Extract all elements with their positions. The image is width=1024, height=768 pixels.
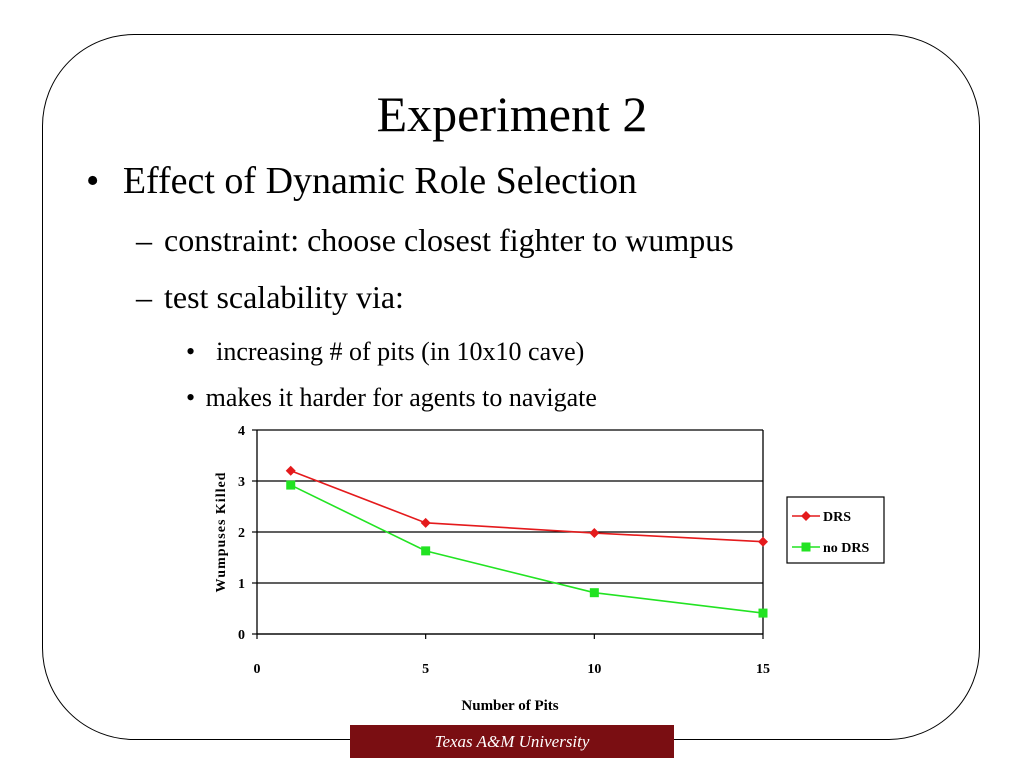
bullet-level1: • Effect of Dynamic Role Selection bbox=[86, 158, 637, 204]
x-tick-label: 0 bbox=[254, 662, 261, 677]
bullet-text: constraint: choose closest fighter to wu… bbox=[164, 222, 734, 258]
x-tick-label: 5 bbox=[422, 662, 429, 677]
series-line bbox=[290, 484, 764, 614]
series-line bbox=[290, 470, 764, 543]
bullet-marker: • bbox=[186, 337, 196, 366]
data-point-no-drs bbox=[758, 608, 768, 618]
y-tick-label: 4 bbox=[238, 424, 245, 439]
y-tick-label: 2 bbox=[238, 526, 245, 541]
legend-label: no DRS bbox=[823, 541, 870, 556]
y-tick-label: 1 bbox=[238, 577, 245, 592]
legend-label: DRS bbox=[823, 510, 851, 525]
bullet-marker: • bbox=[186, 383, 196, 412]
bullet-level2: – constraint: choose closest fighter to … bbox=[136, 220, 734, 260]
legend-marker bbox=[801, 511, 811, 521]
x-tick-label: 15 bbox=[756, 662, 770, 677]
bullet-text: test scalability via: bbox=[164, 279, 404, 315]
bullet-level3: • makes it harder for agents to navigate bbox=[186, 382, 597, 414]
legend-box bbox=[786, 496, 885, 564]
data-point-drs bbox=[285, 465, 296, 476]
bullet-text: makes it harder for agents to navigate bbox=[205, 383, 597, 412]
slide-title: Experiment 2 bbox=[376, 86, 648, 142]
dash-marker: – bbox=[136, 279, 152, 315]
data-point-drs bbox=[420, 517, 431, 528]
y-tick-label: 0 bbox=[238, 628, 245, 643]
data-point-no-drs bbox=[589, 588, 599, 598]
legend-marker bbox=[801, 542, 811, 552]
data-point-no-drs bbox=[421, 546, 431, 556]
x-axis-label: Number of Pits bbox=[461, 698, 558, 714]
bullet-marker: • bbox=[86, 160, 100, 202]
data-point-drs bbox=[589, 528, 600, 539]
bullet-level3: • increasing # of pits (in 10x10 cave) bbox=[186, 336, 584, 368]
bullet-text: increasing # of pits (in 10x10 cave) bbox=[209, 337, 585, 366]
dash-marker: – bbox=[136, 222, 152, 258]
y-axis-label: Wumpuses Killed bbox=[214, 472, 229, 593]
footer-text: Texas A&M University bbox=[434, 731, 590, 751]
y-tick-label: 3 bbox=[238, 475, 245, 490]
data-point-drs bbox=[758, 536, 768, 547]
x-tick-label: 10 bbox=[587, 662, 601, 677]
bullet-text: Effect of Dynamic Role Selection bbox=[122, 160, 638, 202]
footer-banner: Texas A&M University bbox=[350, 725, 674, 758]
bullet-level2: – test scalability via: bbox=[136, 277, 404, 317]
data-point-no-drs bbox=[286, 480, 296, 490]
